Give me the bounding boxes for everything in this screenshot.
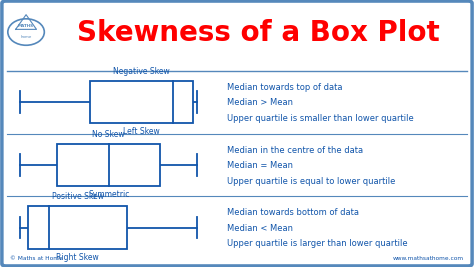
Text: Median in the centre of the data: Median in the centre of the data [227,146,363,155]
Text: Median = Mean: Median = Mean [227,161,292,170]
Text: MATHS: MATHS [18,24,34,28]
Text: Right Skew: Right Skew [56,253,99,262]
Text: Median < Mean: Median < Mean [227,224,292,233]
Bar [28,206,128,249]
Text: Symmetric: Symmetric [88,190,129,199]
Text: Median towards top of data: Median towards top of data [227,83,342,92]
Text: Positive Skew: Positive Skew [52,193,104,201]
Text: Negative Skew: Negative Skew [113,67,170,76]
Text: Upper quartile is equal to lower quartile: Upper quartile is equal to lower quartil… [227,177,395,186]
Bar [90,81,193,123]
Text: Upper quartile is larger than lower quartile: Upper quartile is larger than lower quar… [227,239,407,248]
Text: Median > Mean: Median > Mean [227,99,292,107]
Ellipse shape [8,19,45,45]
Bar [57,144,160,186]
Text: Upper quartile is smaller than lower quartile: Upper quartile is smaller than lower qua… [227,114,413,123]
Text: Left Skew: Left Skew [123,128,160,136]
Text: © Maths at Home: © Maths at Home [10,256,63,261]
Text: No Skew: No Skew [92,130,125,139]
Text: Skewness of a Box Plot: Skewness of a Box Plot [77,19,440,47]
Text: home: home [20,36,32,39]
Text: www.mathsathome.com: www.mathsathome.com [392,256,464,261]
Text: Median towards bottom of data: Median towards bottom of data [227,209,358,217]
